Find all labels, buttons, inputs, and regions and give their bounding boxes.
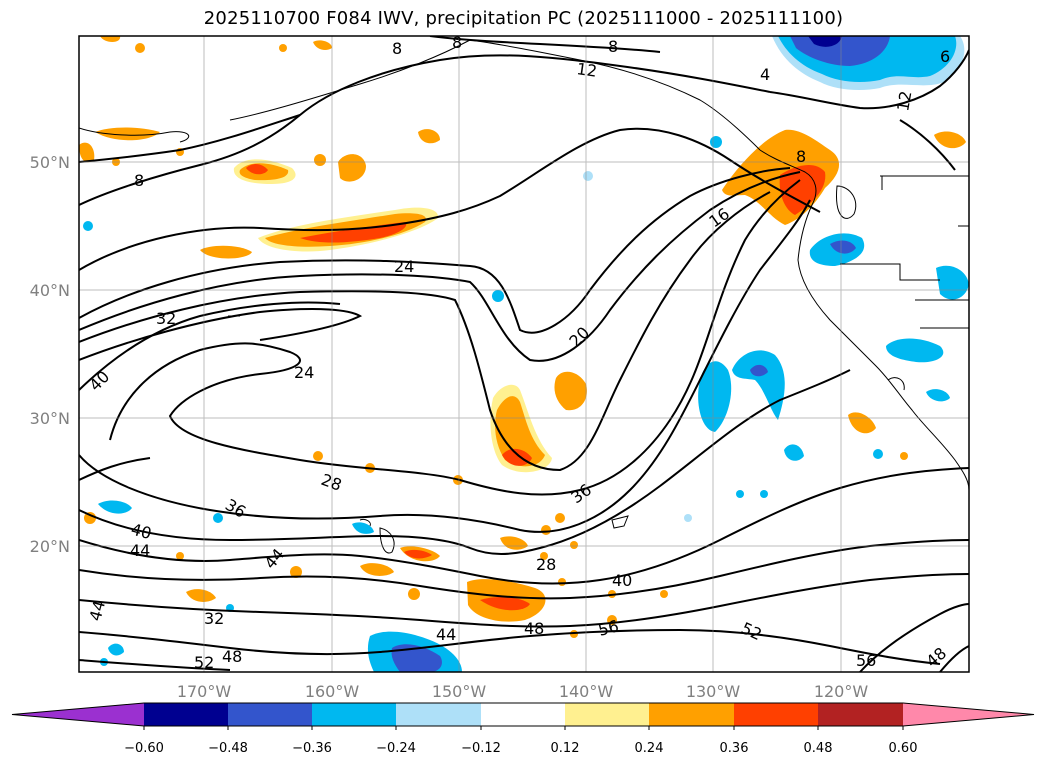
- contour-label: 24: [294, 363, 314, 382]
- contour-label: 52: [194, 653, 214, 672]
- iwv-contours: [79, 36, 969, 672]
- lat-label: 50°N: [30, 153, 70, 172]
- contour-label: 4: [760, 65, 770, 84]
- colorbar-tick-label: 0.48: [804, 741, 833, 756]
- lon-label: 120°W: [814, 682, 869, 701]
- precip-negative-shading: [83, 36, 969, 672]
- contour-label: 28: [536, 555, 556, 574]
- colorbar-extend-high: [903, 703, 1034, 726]
- colorbar-tick-label: 0.24: [635, 741, 664, 756]
- contour-label: 44: [436, 625, 456, 644]
- contour-label: 8: [452, 33, 462, 52]
- colorbar-tick-label: −0.48: [208, 741, 248, 756]
- latitude-labels: 50°N 40°N 30°N 20°N: [30, 153, 70, 556]
- contour-label: 12: [575, 59, 598, 81]
- lon-label: 130°W: [686, 682, 741, 701]
- colorbar-segments: [11, 702, 1035, 730]
- contour-label: 40: [612, 571, 632, 590]
- colorbar-segment: [565, 703, 649, 726]
- colorbar-tick-label: −0.24: [376, 741, 416, 756]
- contour-label: 32: [156, 309, 176, 328]
- contour-label: 8: [796, 147, 806, 166]
- colorbar-segment: [818, 703, 903, 726]
- lon-label: 170°W: [177, 682, 232, 701]
- longitude-labels: 170°W 160°W 150°W 140°W 130°W 120°W: [177, 682, 869, 701]
- colorbar-segment: [228, 703, 312, 726]
- contour-label: 56: [596, 616, 621, 640]
- map-background: [79, 36, 969, 672]
- lon-label: 140°W: [559, 682, 614, 701]
- contour-label: 12: [893, 89, 915, 112]
- contour-label: 32: [204, 609, 224, 628]
- colorbar-tick-label: −0.36: [292, 741, 332, 756]
- contour-label: 44: [86, 598, 110, 623]
- contour-label: 40: [129, 520, 154, 544]
- colorbar-segment: [144, 703, 228, 726]
- gridlines: [79, 36, 969, 672]
- map-frame: [78, 35, 970, 673]
- contour-label: 48: [524, 619, 544, 638]
- plot-title: 2025110700 F084 IWV, precipitation PC (2…: [203, 8, 844, 29]
- colorbar-tick-label: 0.60: [889, 741, 918, 756]
- lat-label: 40°N: [30, 281, 70, 300]
- colorbar-extend-low: [12, 703, 144, 726]
- colorbar-segment: [396, 703, 481, 726]
- contour-label: 48: [222, 647, 242, 666]
- colorbar-segment: [649, 703, 734, 726]
- contour-label: 56: [856, 651, 876, 670]
- colorbar-segment: [481, 703, 565, 726]
- lat-label: 30°N: [30, 409, 70, 428]
- colorbar-tick-label: 0.36: [720, 741, 749, 756]
- colorbar-segment: [734, 703, 818, 726]
- contour-label: 8: [608, 37, 618, 56]
- colorbar-tick-label: −0.60: [124, 741, 164, 756]
- contour-label: 6: [940, 47, 950, 66]
- lon-label: 150°W: [432, 682, 487, 701]
- contour-label: 8: [134, 171, 144, 190]
- lon-label: 160°W: [305, 682, 360, 701]
- contour-label: 24: [394, 257, 414, 276]
- lat-label: 20°N: [30, 537, 70, 556]
- colorbar-tick-label: 0.12: [551, 741, 580, 756]
- colorbar-ticks: −0.60 −0.48 −0.36 −0.24 −0.12 0.12 0.24 …: [124, 741, 917, 756]
- contour-label: 8: [392, 39, 402, 58]
- contour-label: 44: [130, 541, 150, 560]
- colorbar-segment: [312, 703, 396, 726]
- colorbar-tick-label: −0.12: [461, 741, 501, 756]
